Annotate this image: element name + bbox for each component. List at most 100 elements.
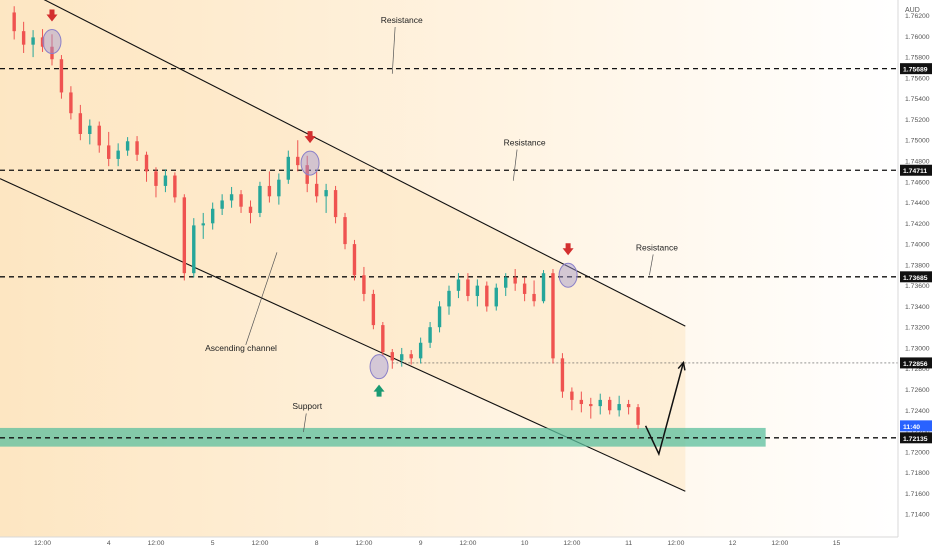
candle-body: [116, 150, 120, 159]
y-tick-label: 1.71800: [905, 470, 930, 477]
annotation-label: Support: [292, 401, 322, 411]
y-tick-label: 1.72600: [905, 387, 930, 394]
currency-label: AUD: [905, 7, 920, 14]
resistance-2-tag: [900, 164, 932, 176]
candle-body: [135, 141, 139, 155]
current-price-tag: [900, 420, 932, 432]
y-tick-label: 1.76200: [905, 13, 930, 20]
support-tag: [900, 432, 932, 444]
y-tick-label: 1.72200: [905, 429, 930, 436]
current-price-tag-text: 11:40: [903, 424, 920, 431]
resistance-1-tag-text: 1.75689: [903, 67, 928, 74]
x-tick-label: 10: [521, 540, 529, 547]
candle-body: [362, 275, 366, 294]
candle-body: [409, 354, 413, 359]
x-tick-label: 15: [833, 540, 841, 547]
x-tick-label: 12:00: [355, 540, 372, 547]
y-tick-label: 1.71400: [905, 512, 930, 519]
candle-body: [107, 145, 111, 159]
y-tick-label: 1.73000: [905, 345, 930, 352]
touch-circle: [300, 150, 320, 176]
y-tick-label: 1.73800: [905, 262, 930, 269]
candle-body: [239, 194, 243, 207]
candle-body: [551, 273, 555, 359]
candle-body: [173, 175, 177, 198]
projection-arrow[interactable]: [644, 362, 685, 457]
candle-body: [579, 399, 584, 405]
touch-circle: [558, 262, 578, 288]
candle-body: [314, 183, 319, 197]
x-tick-label: 5: [211, 540, 215, 547]
y-tick-label: 1.74400: [905, 200, 930, 207]
y-tick-label: 1.74200: [905, 221, 930, 228]
candle-body: [50, 46, 54, 60]
candle-body: [296, 156, 300, 166]
resistance-3-tag: [900, 271, 932, 283]
x-tick-label: 12:00: [459, 540, 476, 547]
candle-body: [456, 279, 461, 291]
candle-body: [78, 113, 83, 134]
candle-body: [617, 404, 621, 411]
candle-body: [248, 206, 253, 213]
candle-body: [352, 244, 357, 276]
annotation-label: Resistance: [504, 137, 546, 147]
y-tick-label: 1.74800: [905, 158, 930, 165]
candle-body: [466, 279, 470, 297]
channel-upper-line[interactable]: [0, 0, 686, 327]
candle-body: [504, 277, 508, 288]
x-tick-label: 12:00: [563, 540, 580, 547]
candle-body: [286, 156, 291, 180]
y-tick-label: 1.75800: [905, 55, 930, 62]
candle-body: [390, 352, 394, 361]
annotation-label: Resistance: [381, 15, 423, 25]
y-tick-label: 1.76000: [905, 34, 930, 41]
candle-body: [31, 37, 35, 45]
touch-circle: [42, 29, 62, 55]
x-tick-label: 9: [419, 540, 423, 547]
candle-body: [144, 154, 149, 172]
candle-body: [69, 92, 73, 114]
candle-body: [475, 285, 480, 297]
y-tick-label: 1.71600: [905, 491, 930, 498]
candle-body: [267, 185, 272, 197]
resistance-3-tag-text: 1.73685: [903, 275, 928, 282]
pointer-line: [245, 252, 278, 345]
candle-body: [541, 273, 546, 302]
candle-body: [418, 342, 423, 359]
pointer-line: [649, 254, 654, 276]
resistance-2-tag-text: 1.74711: [903, 168, 927, 175]
candle-body: [125, 141, 130, 151]
x-tick-label: 12:00: [771, 540, 788, 547]
candle-body: [154, 171, 158, 186]
touch-circle: [369, 354, 389, 380]
candle-body: [59, 59, 64, 93]
candle-body: [210, 208, 215, 224]
candle-body: [163, 175, 168, 186]
y-tick-label: 1.72800: [905, 366, 930, 373]
candle-body: [21, 31, 26, 45]
candle-body: [570, 391, 574, 400]
x-tick-label: 12:00: [251, 540, 268, 547]
arrow-down-icon: [562, 243, 574, 256]
candle-body: [607, 399, 612, 411]
candle-body: [626, 404, 631, 408]
candle-body: [371, 293, 376, 326]
candle-body: [343, 217, 347, 245]
y-tick-label: 1.74000: [905, 242, 930, 249]
candle-body: [560, 358, 565, 392]
candle-body: [258, 185, 262, 213]
candle-body: [532, 293, 536, 302]
candle-body: [12, 12, 16, 32]
resistance-1-tag: [900, 63, 932, 75]
candle-body: [220, 200, 224, 209]
y-tick-label: 1.75000: [905, 138, 930, 145]
candle-body: [229, 194, 234, 201]
candle-body: [494, 287, 498, 307]
candle-body: [324, 190, 328, 197]
x-tick-label: 8: [315, 540, 319, 547]
pointer-line: [303, 413, 307, 433]
x-tick-label: 11: [625, 540, 632, 547]
y-tick-label: 1.72400: [905, 408, 930, 415]
